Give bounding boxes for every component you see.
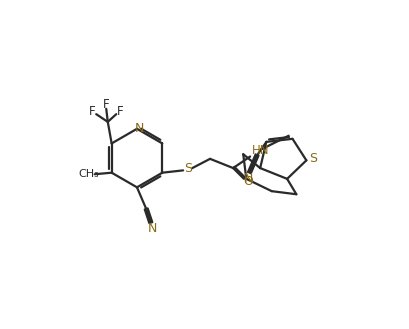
Text: CH₃: CH₃	[78, 169, 99, 179]
Text: S: S	[183, 162, 191, 175]
Text: N: N	[147, 222, 157, 236]
Text: F: F	[89, 105, 95, 117]
Text: F: F	[103, 98, 109, 112]
Text: N: N	[243, 172, 253, 185]
Text: HN: HN	[251, 144, 268, 157]
Text: S: S	[308, 152, 317, 165]
Text: N: N	[134, 122, 144, 135]
Text: F: F	[117, 105, 123, 117]
Text: O: O	[243, 175, 253, 189]
